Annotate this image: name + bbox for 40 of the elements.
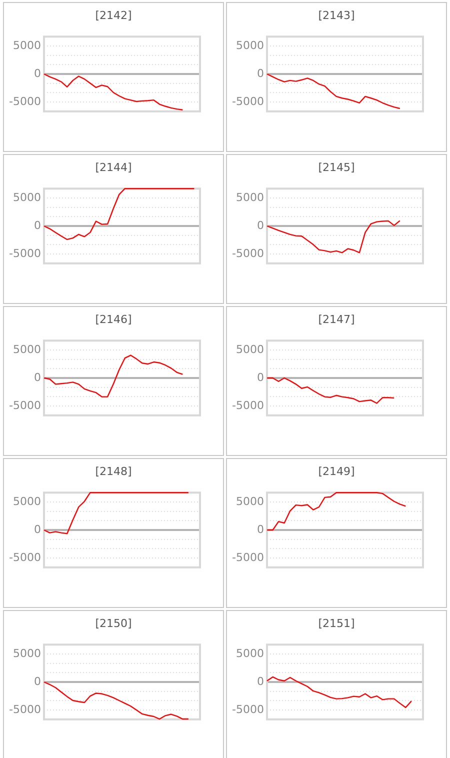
- y-tick-label: 0: [257, 522, 264, 536]
- y-tick-label: -5000: [232, 702, 264, 716]
- y-tick-label: -5000: [9, 94, 41, 108]
- y-tick-label: 0: [34, 218, 41, 232]
- chart-title: [2149]: [317, 465, 356, 478]
- y-tick-label: -5000: [9, 398, 41, 412]
- y-tick-label: 0: [34, 66, 41, 80]
- chart-title: [2143]: [317, 9, 356, 22]
- y-tick-label: 5000: [13, 494, 41, 508]
- chart-title: [2145]: [317, 161, 356, 174]
- y-tick-label: -5000: [9, 550, 41, 564]
- y-tick-label: 0: [257, 218, 264, 232]
- y-tick-label: -5000: [9, 702, 41, 716]
- y-tick-label: -5000: [232, 94, 264, 108]
- y-tick-label: 0: [257, 66, 264, 80]
- y-tick-label: 0: [34, 370, 41, 384]
- y-tick-label: -5000: [232, 398, 264, 412]
- y-tick-label: 5000: [13, 342, 41, 356]
- y-tick-label: 0: [257, 370, 264, 384]
- chart-title: [2151]: [317, 617, 356, 630]
- chart-title: [2142]: [94, 9, 133, 22]
- y-tick-label: 5000: [13, 38, 41, 52]
- y-tick-label: 5000: [236, 494, 264, 508]
- y-tick-label: 5000: [236, 38, 264, 52]
- y-tick-label: 0: [34, 674, 41, 688]
- y-tick-label: -5000: [9, 246, 41, 260]
- y-tick-label: 0: [34, 522, 41, 536]
- y-tick-label: 5000: [236, 646, 264, 660]
- y-tick-label: 5000: [236, 190, 264, 204]
- y-tick-label: 0: [257, 674, 264, 688]
- y-tick-label: 5000: [13, 646, 41, 660]
- chart-title: [2147]: [317, 313, 356, 326]
- y-tick-label: 5000: [13, 190, 41, 204]
- y-tick-label: -5000: [232, 246, 264, 260]
- chart-title: [2144]: [94, 161, 133, 174]
- y-tick-label: 5000: [236, 342, 264, 356]
- chart-title: [2150]: [94, 617, 133, 630]
- y-tick-label: -5000: [232, 550, 264, 564]
- chart-title: [2146]: [94, 313, 133, 326]
- chart-title: [2148]: [94, 465, 133, 478]
